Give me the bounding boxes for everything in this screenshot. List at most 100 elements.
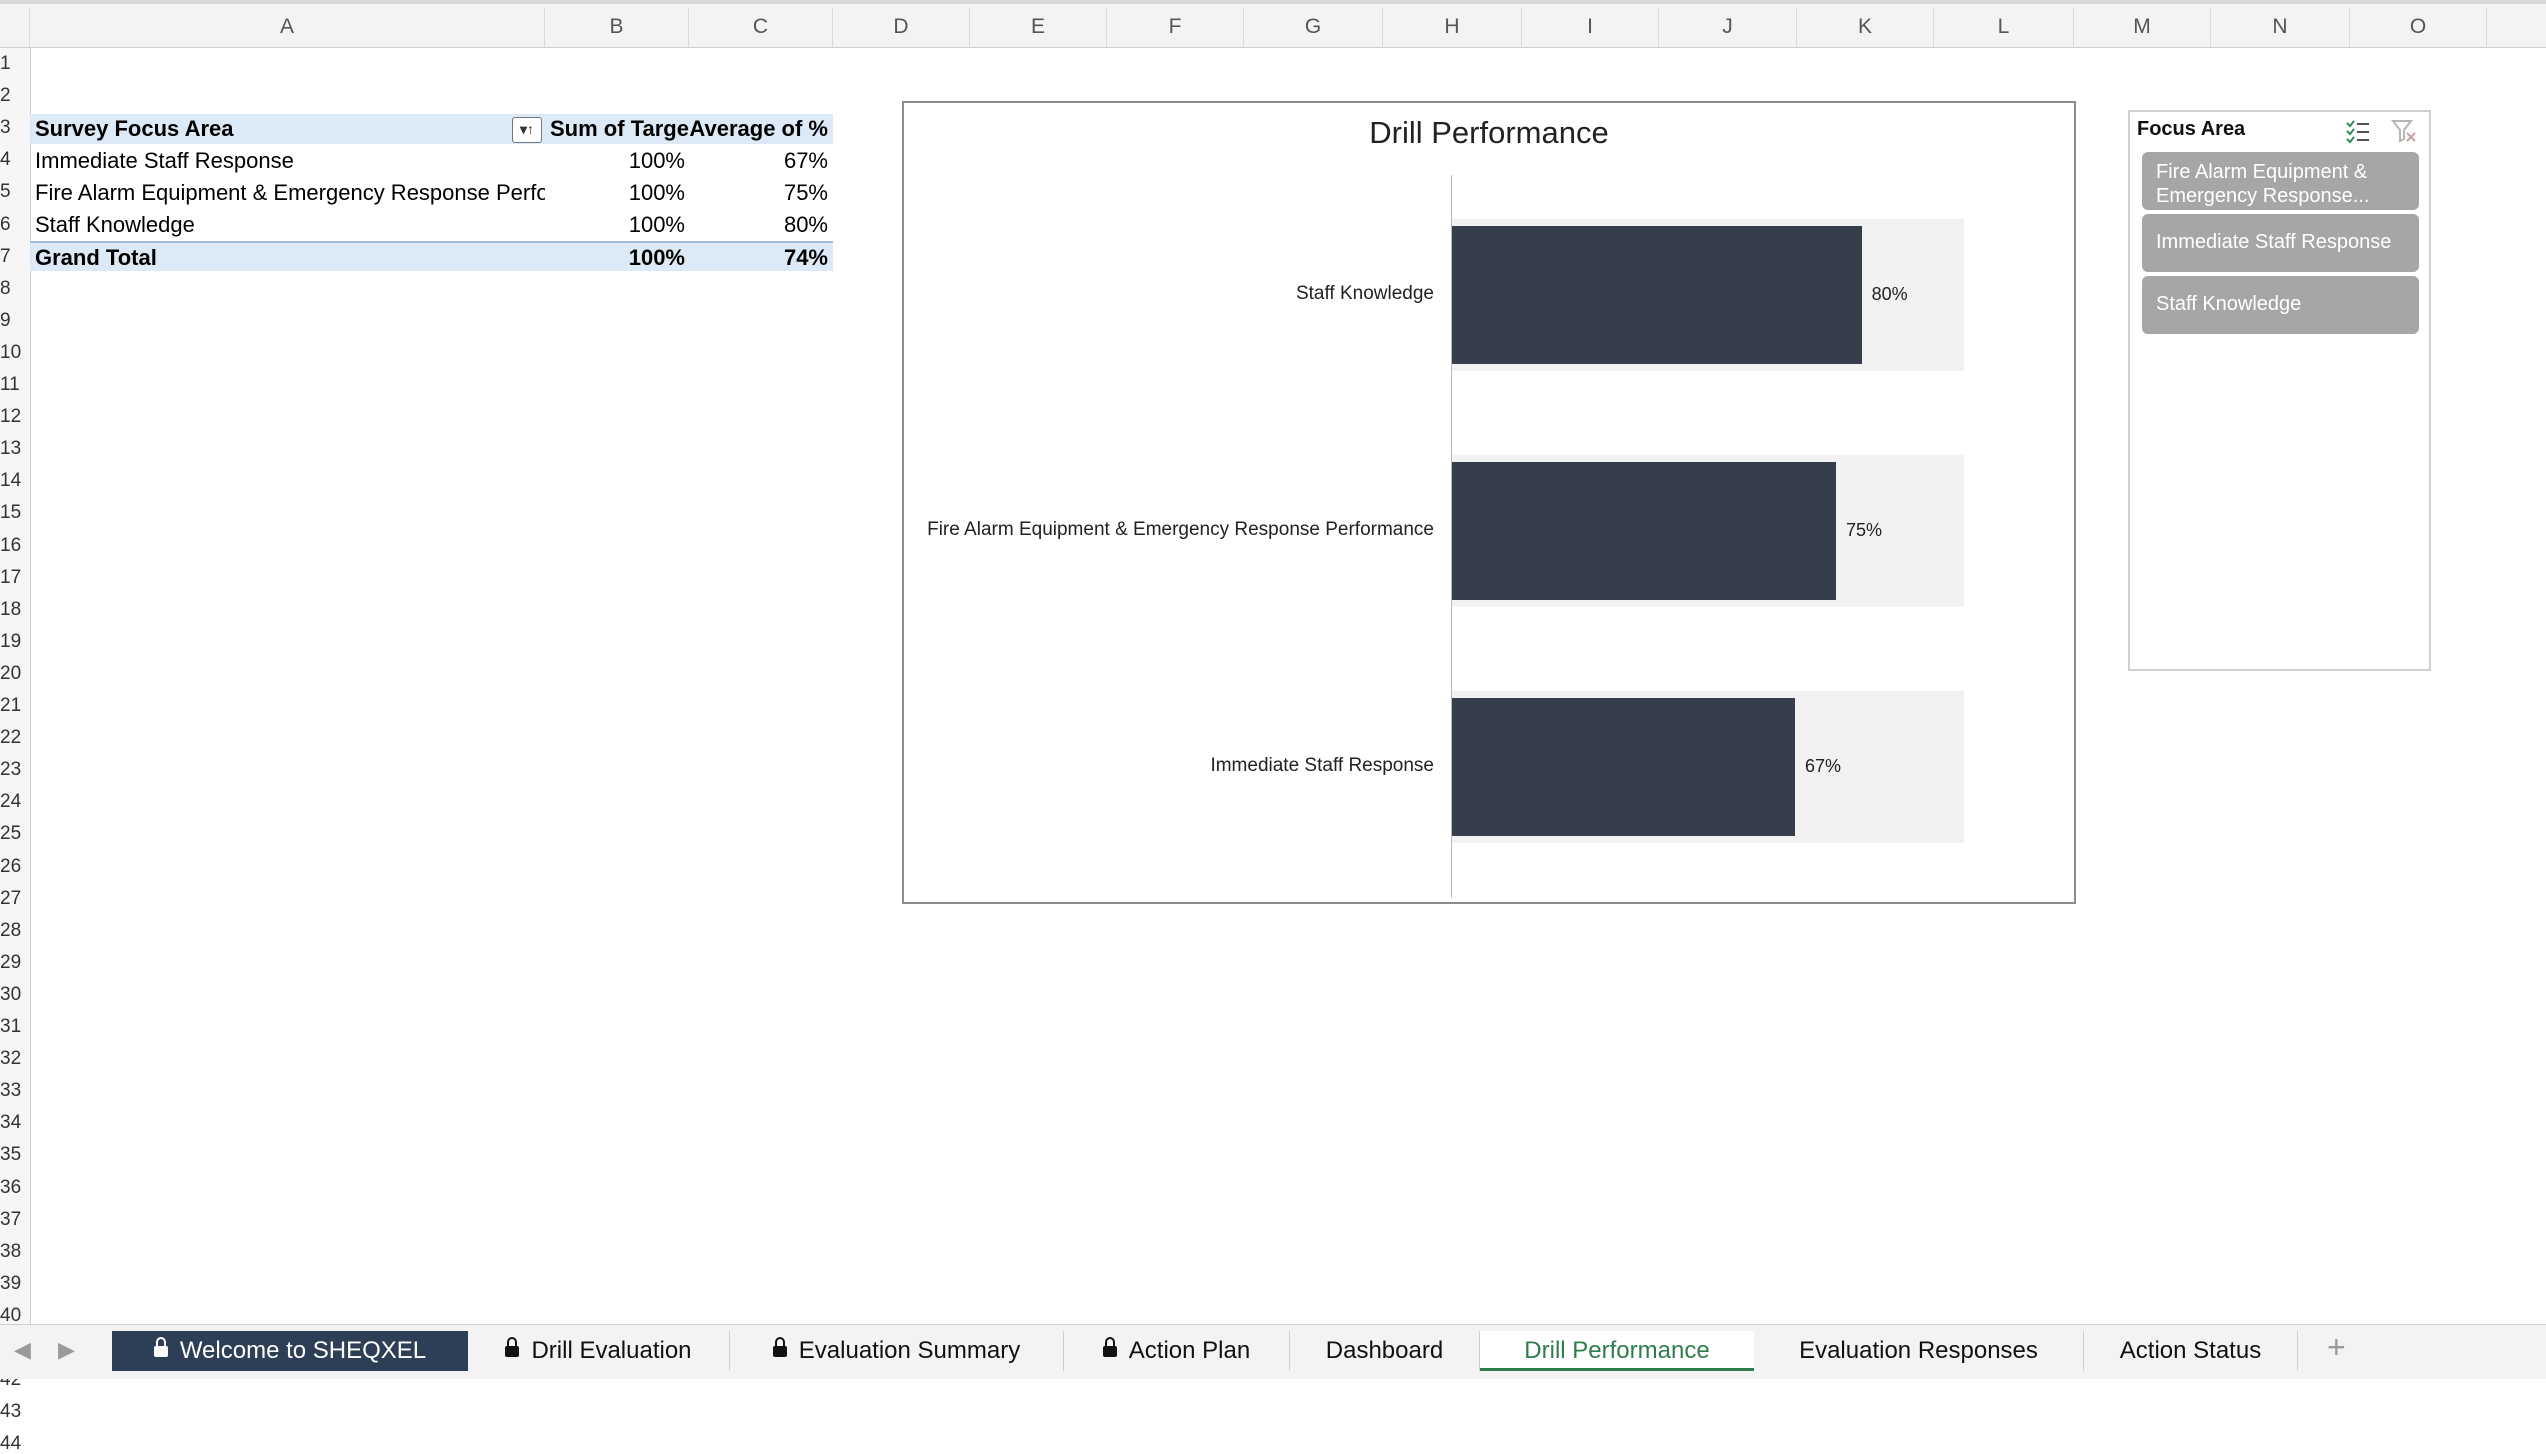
- pivot-grand-total-label[interactable]: Grand Total: [30, 241, 545, 271]
- row-header-33[interactable]: 33: [0, 1080, 22, 1101]
- row-header-15[interactable]: 15: [0, 502, 22, 523]
- row-header-1[interactable]: 1: [0, 53, 11, 74]
- row-header-39[interactable]: 39: [0, 1273, 22, 1294]
- row-header-10[interactable]: 10: [0, 342, 22, 363]
- focus-area-slicer[interactable]: Focus Area Fire Alarm Equipment & Emerge…: [2128, 110, 2431, 671]
- row-header-4[interactable]: 4: [0, 149, 11, 170]
- row-header-36[interactable]: 36: [0, 1177, 22, 1198]
- row-header-25[interactable]: 25: [0, 823, 22, 844]
- pivot-row-label[interactable]: Fire Alarm Equipment & Emergency Respons…: [35, 180, 545, 205]
- tab-evaluation-summary[interactable]: Evaluation Summary: [730, 1331, 1064, 1371]
- tab-dashboard[interactable]: Dashboard: [1290, 1331, 1480, 1371]
- row-header-43[interactable]: 43: [0, 1401, 22, 1422]
- slicer-item-staff-knowledge[interactable]: Staff Knowledge: [2142, 276, 2419, 334]
- lock-icon: [1102, 1337, 1117, 1357]
- category-label: Immediate Staff Response: [1210, 755, 1434, 776]
- data-label: 80%: [1871, 284, 1908, 304]
- bar[interactable]: [1452, 698, 1796, 836]
- row-header-38[interactable]: 38: [0, 1241, 22, 1262]
- column-header-f[interactable]: F: [1107, 8, 1244, 48]
- tab-action-status[interactable]: Action Status: [2084, 1331, 2298, 1371]
- tab-drill-performance[interactable]: Drill Performance: [1480, 1331, 1754, 1371]
- row-header-19[interactable]: 19: [0, 631, 22, 652]
- row-header-12[interactable]: 12: [0, 406, 22, 427]
- column-header-b[interactable]: B: [545, 8, 689, 48]
- row-header-30[interactable]: 30: [0, 984, 22, 1005]
- row-header-26[interactable]: 26: [0, 856, 22, 877]
- column-header-l[interactable]: L: [1934, 8, 2074, 48]
- scroll-tabs-right-icon[interactable]: ▶: [58, 1337, 75, 1362]
- pivot-header-sum-target[interactable]: Sum of Target: [545, 114, 689, 144]
- row-header-2[interactable]: 2: [0, 85, 11, 106]
- column-header-m[interactable]: M: [2074, 8, 2211, 48]
- tab-action-plan[interactable]: Action Plan: [1064, 1331, 1290, 1371]
- pivot-row-target[interactable]: 100%: [628, 180, 685, 205]
- slicer-title: Focus Area: [2137, 118, 2246, 140]
- column-header-e[interactable]: E: [970, 8, 1107, 48]
- bar[interactable]: [1452, 226, 1862, 364]
- row-header-21[interactable]: 21: [0, 695, 22, 716]
- column-header-a[interactable]: A: [30, 8, 545, 48]
- pivot-header-average[interactable]: Average of %: [689, 114, 833, 144]
- bar[interactable]: [1452, 462, 1836, 600]
- pivot-grand-total-target[interactable]: 100%: [545, 241, 689, 271]
- row-header-34[interactable]: 34: [0, 1112, 22, 1133]
- clear-filter-icon[interactable]: [2390, 117, 2418, 145]
- row-header-29[interactable]: 29: [0, 952, 22, 973]
- column-header-h[interactable]: H: [1383, 8, 1522, 48]
- column-header-i[interactable]: I: [1522, 8, 1659, 48]
- tab-drill-evaluation[interactable]: Drill Evaluation: [468, 1331, 730, 1371]
- filter-sort-icon[interactable]: ▾↑: [512, 117, 542, 143]
- column-header-n[interactable]: N: [2211, 8, 2350, 48]
- row-header-40[interactable]: 40: [0, 1305, 22, 1326]
- row-header-20[interactable]: 20: [0, 663, 22, 684]
- column-header-c[interactable]: C: [689, 8, 833, 48]
- row-header-24[interactable]: 24: [0, 791, 22, 812]
- row-header-31[interactable]: 31: [0, 1016, 22, 1037]
- row-header-13[interactable]: 13: [0, 438, 22, 459]
- pivot-header-focus-area[interactable]: Survey Focus Area ▾↑: [30, 114, 545, 144]
- row-header-11[interactable]: 11: [0, 374, 20, 395]
- row-header-8[interactable]: 8: [0, 278, 11, 299]
- multi-select-icon[interactable]: [2344, 117, 2372, 145]
- tab-evaluation-responses[interactable]: Evaluation Responses: [1754, 1331, 2084, 1371]
- row-header-37[interactable]: 37: [0, 1209, 22, 1230]
- select-all-corner[interactable]: [0, 8, 30, 48]
- row-header-27[interactable]: 27: [0, 888, 22, 909]
- column-header-k[interactable]: K: [1797, 8, 1934, 48]
- row-header-3[interactable]: 3: [0, 117, 11, 138]
- row-header-7[interactable]: 7: [0, 246, 11, 267]
- pivot-row-label[interactable]: Staff Knowledge: [35, 212, 195, 237]
- column-header-j[interactable]: J: [1659, 8, 1797, 48]
- sheet-tab-bar: ◀ ▶ Welcome to SHEQXEL Drill Evaluation …: [0, 1324, 2546, 1379]
- slicer-item-fire-alarm[interactable]: Fire Alarm Equipment & Emergency Respons…: [2142, 152, 2419, 210]
- row-header-17[interactable]: 17: [0, 567, 22, 588]
- column-header-d[interactable]: D: [833, 8, 970, 48]
- row-header-16[interactable]: 16: [0, 535, 22, 556]
- pivot-row-average[interactable]: 80%: [783, 212, 828, 237]
- row-header-18[interactable]: 18: [0, 599, 22, 620]
- row-header-5[interactable]: 5: [0, 181, 11, 202]
- drill-performance-chart[interactable]: Drill Performance 80% Staff Knowledge 75% F…: [902, 101, 2076, 904]
- row-header-44[interactable]: 44: [0, 1433, 22, 1454]
- row-header-9[interactable]: 9: [0, 310, 11, 331]
- pivot-row-average[interactable]: 75%: [783, 180, 828, 205]
- pivot-row-label[interactable]: Immediate Staff Response: [35, 148, 294, 173]
- add-sheet-icon[interactable]: +: [2327, 1329, 2346, 1365]
- row-header-22[interactable]: 22: [0, 727, 22, 748]
- row-header-32[interactable]: 32: [0, 1048, 22, 1069]
- row-header-23[interactable]: 23: [0, 759, 22, 780]
- row-header-6[interactable]: 6: [0, 214, 11, 235]
- row-header-35[interactable]: 35: [0, 1144, 22, 1165]
- row-header-14[interactable]: 14: [0, 470, 22, 491]
- tab-welcome-to-sheqxel[interactable]: Welcome to SHEQXEL: [112, 1331, 468, 1371]
- pivot-row-target[interactable]: 100%: [628, 212, 685, 237]
- column-header-g[interactable]: G: [1244, 8, 1383, 48]
- column-header-o[interactable]: O: [2350, 8, 2487, 48]
- slicer-item-immediate-staff-response[interactable]: Immediate Staff Response: [2142, 214, 2419, 272]
- scroll-tabs-left-icon[interactable]: ◀: [14, 1337, 31, 1362]
- pivot-grand-total-average[interactable]: 74%: [689, 241, 833, 271]
- pivot-row-target[interactable]: 100%: [628, 148, 685, 173]
- pivot-row-average[interactable]: 67%: [783, 148, 828, 173]
- row-header-28[interactable]: 28: [0, 920, 22, 941]
